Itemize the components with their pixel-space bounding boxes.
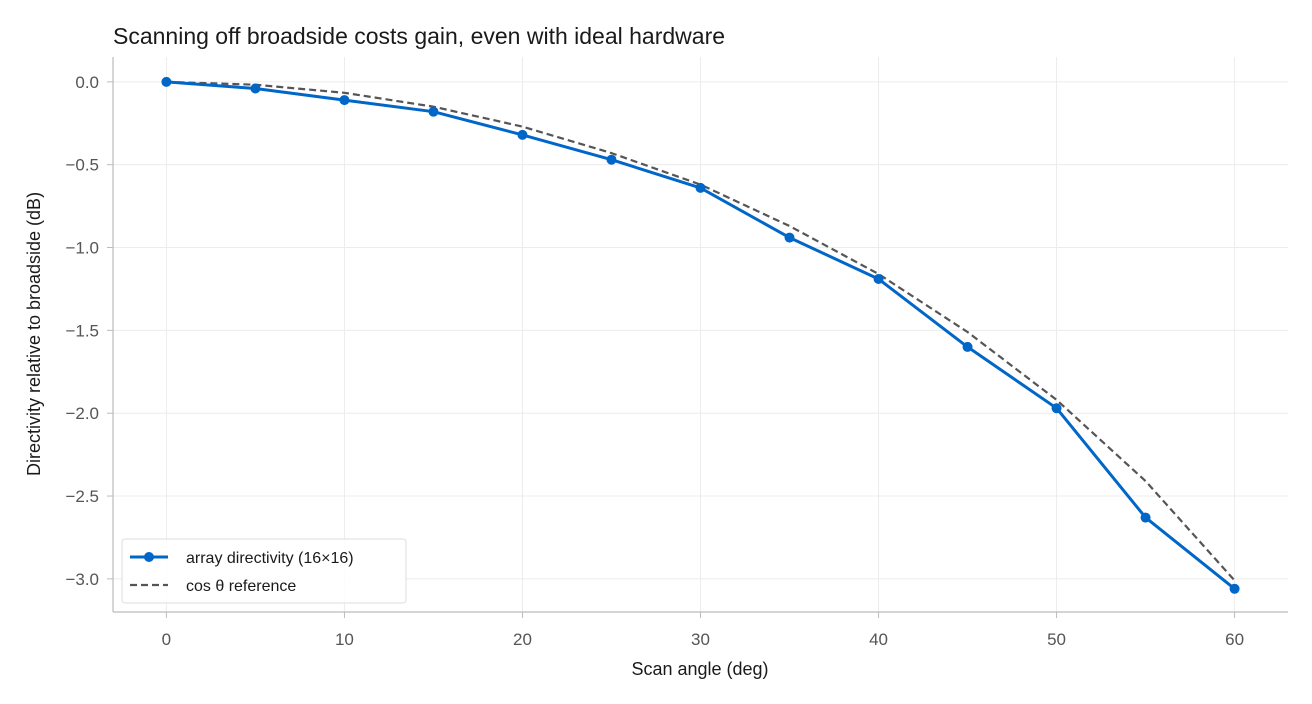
data-point [1140,512,1151,523]
series-line-cos-reference [166,80,1236,582]
data-point [873,274,884,284]
y-tick-label: −3.0 [65,570,99,589]
legend: array directivity (16×16) cos θ referenc… [121,538,407,604]
data-point [161,76,172,87]
data-point [1051,403,1062,414]
data-point [606,154,617,165]
y-tick-label: −0.5 [65,156,99,175]
x-tick-label: 60 [1225,630,1244,649]
data-point [428,106,439,117]
legend-box [121,538,407,604]
data-point [962,341,973,352]
x-tick-label: 40 [869,630,888,649]
y-tick-label: −1.0 [65,239,99,258]
legend-label-cos: cos θ reference [186,578,296,595]
y-tick-label: −1.5 [65,321,99,340]
data-point [250,83,261,94]
x-tick-label: 50 [1047,630,1066,649]
x-tick-label: 30 [691,630,710,649]
x-tick-label: 20 [513,630,532,649]
y-axis-label: Directivity relative to broadside (dB) [24,192,44,476]
data-point [784,232,795,243]
grid [113,57,1288,612]
x-axis-label: Scan angle (deg) [631,659,768,679]
x-tick-label: 10 [335,630,354,649]
ticks: 0 10 20 30 40 50 60 0.0 −0.5 −1.0 −1.5 −2.0 −2.5 −3.0 [65,73,1244,649]
series [161,76,1240,594]
data-point [695,182,706,193]
data-point [517,129,528,140]
y-tick-label: 0.0 [75,73,99,92]
chart-title: Scanning off broadside costs gain, even … [113,23,725,49]
legend-label-array: array directivity (16×16) [186,550,354,567]
data-point [1229,583,1240,594]
x-tick-label: 0 [162,630,171,649]
legend-marker-array [144,552,154,562]
y-tick-label: −2.0 [65,404,99,423]
data-point [339,95,350,106]
y-tick-label: −2.5 [65,487,99,506]
